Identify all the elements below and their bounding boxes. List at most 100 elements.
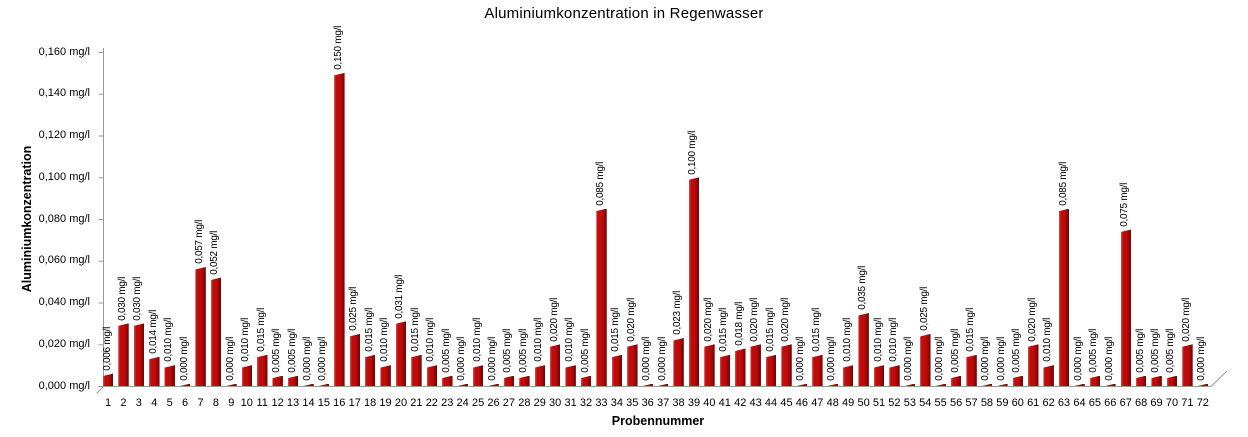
x-tick-label: 33 [595, 397, 608, 409]
bar [118, 323, 129, 386]
bar-value-label: 0,010 mg/l [379, 318, 391, 363]
x-tick-label: 61 [1027, 397, 1040, 409]
x-tick-label: 64 [1073, 397, 1086, 409]
bar [364, 354, 376, 386]
x-tick-label: 13 [286, 397, 300, 409]
bar [334, 72, 345, 386]
x-tick-label: 12 [271, 397, 284, 409]
bar-value-label: 0,000 mg/l [795, 336, 807, 381]
bar [318, 383, 330, 386]
x-tick-label: 32 [579, 397, 593, 409]
x-tick-label: 54 [919, 397, 932, 409]
bar [303, 383, 314, 386]
x-tick-label: 7 [197, 397, 204, 409]
bar [719, 354, 731, 386]
x-tick-label: 44 [764, 397, 778, 409]
x-tick-label: 63 [1057, 397, 1071, 409]
x-tick-label: 29 [533, 397, 546, 409]
y-tick-label: 0,140 mg/l [38, 87, 90, 100]
bar [210, 277, 222, 386]
x-tick-label: 37 [656, 397, 670, 409]
y-tick-label: 0,040 mg/l [38, 296, 90, 308]
bar-value-label: 0,010 mg/l [533, 318, 545, 363]
bar [796, 383, 808, 386]
bar [133, 323, 145, 386]
bar-value-label: 0,010 mg/l [1042, 318, 1054, 363]
x-tick-label: 52 [888, 397, 901, 409]
bar-value-label: 0,018 mg/l [733, 301, 745, 346]
bar [920, 333, 931, 386]
x-tick-label: 56 [949, 397, 963, 409]
bar-value-label: 0,010 mg/l [564, 318, 576, 363]
bar-value-label: 0,000 mg/l [487, 336, 498, 381]
bar-value-label: 0,010 mg/l [887, 318, 899, 363]
x-tick-label: 3 [135, 397, 142, 409]
bar-value-label: 0,005 mg/l [1134, 328, 1146, 373]
bar [257, 354, 268, 386]
bar-value-label: 0,010 mg/l [471, 318, 483, 363]
x-tick-label: 45 [780, 397, 793, 409]
bar [1151, 375, 1162, 386]
y-tick-label: 0,000 mg/l [38, 379, 90, 392]
bar-value-label: 0,005 mg/l [440, 328, 452, 373]
bar [102, 373, 114, 386]
bar-value-label: 0,015 mg/l [764, 307, 776, 352]
bar-value-label: 0,030 mg/l [132, 276, 144, 321]
bar-value-label: 0,005 mg/l [286, 328, 298, 373]
bar [287, 375, 299, 386]
bar [1012, 375, 1024, 386]
bar [950, 375, 962, 386]
bar [935, 383, 946, 386]
x-tick-label: 17 [348, 397, 361, 409]
bar [904, 383, 916, 386]
bar [981, 383, 993, 386]
x-tick-label: 2 [120, 397, 127, 409]
bar [997, 383, 1008, 386]
x-tick-label: 19 [379, 397, 392, 409]
bar [1074, 383, 1085, 386]
bar [1043, 365, 1054, 386]
bar-value-label: 0,020 mg/l [1180, 297, 1192, 342]
bar-value-label: 0,150 mg/l [332, 26, 344, 70]
bar [858, 312, 869, 386]
bar [842, 365, 854, 386]
bar-value-label: 0,075 mg/l [1119, 182, 1131, 227]
bar [149, 356, 160, 386]
bar-value-label: 0,010 mg/l [425, 318, 437, 363]
bar-value-label: 0,005 mg/l [517, 328, 529, 373]
x-tick-label: 66 [1104, 397, 1117, 409]
x-tick-label: 8 [212, 397, 219, 409]
y-tick-label: 0,160 mg/l [38, 45, 90, 58]
x-tick-label: 48 [826, 397, 839, 409]
bar-value-label: 0,010 mg/l [163, 318, 175, 363]
bar-value-label: 0,000 mg/l [1196, 336, 1208, 381]
x-tick-label: 47 [811, 397, 824, 409]
bar-value-label: 0,000 mg/l [224, 336, 236, 381]
bar [1182, 344, 1193, 386]
bar-value-label: 0,010 mg/l [841, 318, 853, 363]
x-tick-label: 28 [518, 397, 531, 409]
x-tick-label: 24 [456, 397, 469, 409]
x-tick-label: 5 [166, 397, 173, 409]
bar-value-label: 0,020 mg/l [779, 297, 791, 342]
bar [179, 383, 191, 386]
x-tick-label: 42 [734, 397, 747, 409]
bar-value-label: 0,000 mg/l [826, 336, 838, 381]
bar [426, 365, 438, 386]
bar [395, 321, 407, 386]
x-tick-label: 26 [487, 397, 500, 409]
bar [549, 344, 561, 386]
bar-value-label: 0,015 mg/l [409, 307, 421, 352]
x-tick-label: 14 [302, 397, 315, 409]
bar-value-label: 0,005 mg/l [502, 328, 514, 373]
bar [611, 354, 623, 386]
bar-value-label: 0,000 mg/l [178, 336, 190, 381]
x-tick-label: 10 [240, 397, 253, 409]
bar [673, 338, 684, 386]
x-tick-label: 22 [425, 397, 438, 409]
bar [226, 383, 237, 386]
bar [349, 333, 361, 386]
x-tick-label: 15 [317, 397, 330, 409]
bar-value-label: 0,010 mg/l [872, 318, 884, 363]
bar [642, 383, 653, 386]
